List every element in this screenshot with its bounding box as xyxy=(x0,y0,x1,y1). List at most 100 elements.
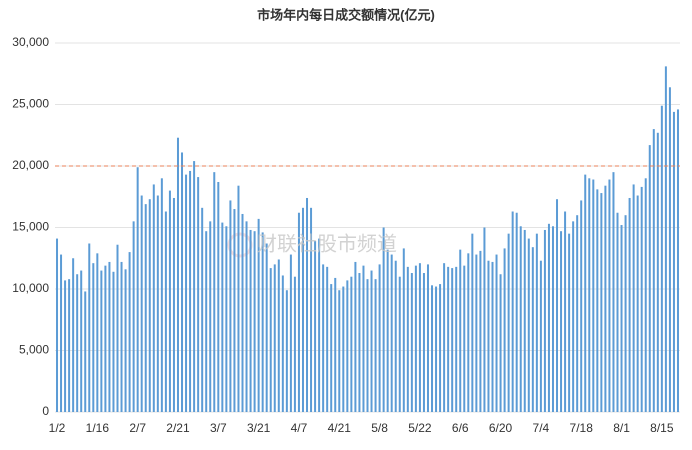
bar xyxy=(140,195,143,412)
bar xyxy=(394,260,397,412)
bar xyxy=(193,161,196,412)
bar xyxy=(100,270,103,412)
bar xyxy=(176,137,179,412)
bar xyxy=(426,264,429,412)
bar xyxy=(277,259,280,412)
bar xyxy=(378,264,381,412)
bar xyxy=(168,190,171,412)
bar xyxy=(297,212,300,412)
bar xyxy=(80,270,83,412)
x-tick-label: 8/1 xyxy=(613,421,630,435)
bar xyxy=(281,275,284,412)
bar xyxy=(181,152,184,412)
x-tick-label: 2/7 xyxy=(129,421,146,435)
bar xyxy=(515,212,518,412)
bar xyxy=(330,284,333,412)
bar xyxy=(584,174,587,412)
bar xyxy=(499,274,502,412)
bar xyxy=(185,174,188,412)
bar xyxy=(588,178,591,412)
x-tick-label: 6/20 xyxy=(489,421,513,435)
x-tick-label: 1/2 xyxy=(49,421,66,435)
bar xyxy=(676,109,679,413)
x-tick-label: 7/18 xyxy=(570,421,594,435)
bar xyxy=(172,197,175,412)
bar xyxy=(596,189,599,412)
bar xyxy=(261,232,264,412)
bar xyxy=(439,284,442,412)
bar xyxy=(72,258,75,412)
bar xyxy=(451,268,454,412)
bar xyxy=(354,261,357,412)
x-tick-label: 7/4 xyxy=(533,421,550,435)
bar xyxy=(116,244,119,412)
bar xyxy=(209,221,212,412)
bar xyxy=(382,227,385,412)
bar xyxy=(306,197,309,412)
bar xyxy=(112,271,115,412)
bar xyxy=(435,286,438,412)
bar xyxy=(88,243,91,412)
bar xyxy=(402,248,405,412)
bar xyxy=(632,184,635,412)
bar xyxy=(604,185,607,412)
bar xyxy=(398,276,401,412)
bar xyxy=(225,226,228,412)
bar xyxy=(76,274,79,412)
bar xyxy=(390,254,393,412)
bar xyxy=(535,233,538,412)
bar xyxy=(362,265,365,412)
bar xyxy=(539,260,542,412)
watermark-icon xyxy=(227,232,253,258)
bar xyxy=(560,231,563,412)
bar xyxy=(471,233,474,412)
bar xyxy=(350,276,353,412)
y-tick-label: 10,000 xyxy=(12,281,49,295)
bar xyxy=(660,105,663,412)
bar xyxy=(253,231,256,412)
bar xyxy=(386,249,389,412)
bar xyxy=(241,213,244,412)
x-tick-label: 3/21 xyxy=(247,421,271,435)
bar xyxy=(648,145,651,412)
x-tick-label: 5/22 xyxy=(408,421,432,435)
bar xyxy=(334,277,337,412)
bar xyxy=(132,221,135,412)
bar xyxy=(576,215,579,412)
bar xyxy=(160,178,163,412)
bar xyxy=(136,167,139,412)
bar xyxy=(564,211,567,412)
bar xyxy=(293,276,296,412)
bar xyxy=(322,264,325,412)
bar xyxy=(289,254,292,412)
bar xyxy=(600,193,603,412)
x-tick-label: 4/7 xyxy=(291,421,308,435)
x-tick-label: 1/16 xyxy=(86,421,110,435)
x-tick-label: 5/8 xyxy=(371,421,388,435)
bar xyxy=(507,233,510,412)
bar xyxy=(370,270,373,412)
bar xyxy=(580,200,583,412)
bar xyxy=(527,238,530,412)
watermark: 财联社股市频道 xyxy=(257,232,397,255)
bar xyxy=(249,229,252,412)
bar xyxy=(217,181,220,412)
bar xyxy=(257,218,260,412)
bar xyxy=(616,212,619,412)
bar xyxy=(431,285,434,412)
bar xyxy=(652,129,655,412)
x-tick-label: 2/21 xyxy=(166,421,190,435)
bar xyxy=(455,266,458,412)
y-tick-label: 0 xyxy=(42,404,49,418)
bar xyxy=(483,227,486,412)
bar xyxy=(189,170,192,412)
bar xyxy=(156,195,159,412)
bar xyxy=(358,273,361,412)
bar xyxy=(314,241,317,412)
bar xyxy=(301,207,304,412)
bar xyxy=(624,215,627,412)
y-tick-label: 25,000 xyxy=(12,97,49,111)
bar xyxy=(213,172,216,412)
bar xyxy=(237,185,240,412)
bar xyxy=(572,221,575,412)
